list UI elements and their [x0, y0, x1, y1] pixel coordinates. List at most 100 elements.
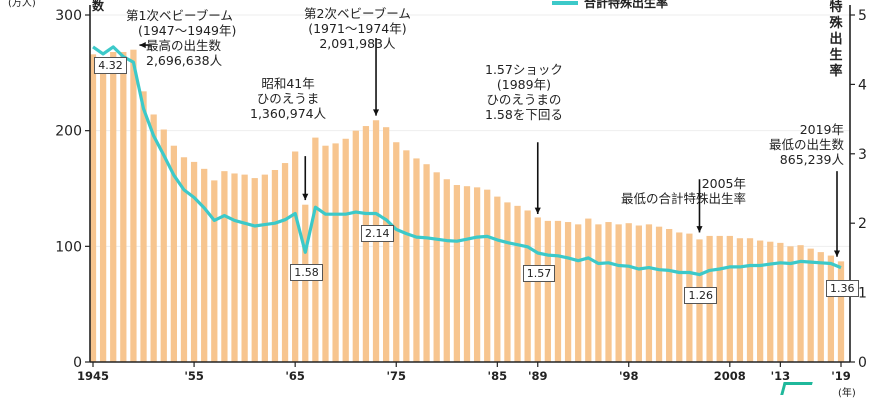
bar — [251, 178, 258, 362]
bar — [524, 210, 531, 362]
x-tick-label: '85 — [488, 369, 508, 383]
right-axis-title-char: 殊 — [829, 16, 843, 31]
bar — [736, 238, 744, 362]
arrow-head — [696, 226, 703, 233]
bar — [605, 222, 612, 362]
bar — [767, 241, 774, 362]
bar — [362, 126, 370, 362]
x-tick-label: '75 — [386, 369, 406, 383]
bar — [625, 223, 632, 362]
bar — [544, 220, 551, 362]
ann-line: 1,360,974人 — [250, 106, 327, 121]
bar — [676, 232, 683, 362]
bar — [726, 235, 733, 362]
ann-line: 2,696,638人 — [146, 53, 223, 68]
bar — [231, 173, 238, 362]
ann-line: 2019年 — [799, 122, 844, 137]
right-tick-label: 4 — [858, 77, 867, 93]
bar — [837, 261, 845, 362]
x-tick-label: '98 — [619, 369, 639, 383]
bar — [514, 205, 521, 362]
annotation-2019: 2019年 最低の出生数 865,239人 — [750, 122, 844, 167]
bar — [261, 174, 268, 362]
x-tick-label: '19 — [831, 369, 851, 383]
bar — [302, 204, 309, 362]
bar — [140, 91, 147, 362]
bar — [595, 224, 602, 362]
arrow-head — [302, 193, 309, 201]
bar — [504, 202, 511, 362]
annotation-2005: 2005年 最低の合計特殊出生率 — [596, 176, 746, 206]
bar — [99, 58, 107, 362]
ann-line: 最低の出生数 — [768, 137, 844, 152]
ann-line: 昭和41年 — [261, 76, 315, 91]
ann-line: 2005年 — [701, 176, 746, 191]
bar — [645, 224, 653, 362]
arrow-head — [139, 42, 146, 49]
arrow-head — [833, 250, 841, 257]
annotation-hinoeuma: 昭和41年 ひのえうま 1,360,974人 — [250, 76, 326, 121]
legend-label: 合計特殊出生率 — [584, 0, 669, 10]
right-axis-title-char: 率 — [829, 64, 843, 79]
bar — [554, 220, 562, 362]
ann-line: (1947〜1949年) — [138, 23, 237, 38]
bar — [332, 143, 339, 362]
year-suffix: (年) — [838, 388, 856, 399]
bar — [575, 224, 582, 362]
left-tick-label: 0 — [73, 355, 82, 371]
bar — [635, 225, 642, 362]
right-axis-title-char: 生 — [829, 48, 843, 63]
left-axis-unit: (万人) — [8, 0, 36, 9]
right-tick-label: 0 — [858, 355, 867, 371]
bar — [473, 187, 481, 362]
bar — [615, 224, 622, 362]
right-tick-label: 1 — [858, 286, 867, 302]
bar — [221, 171, 228, 362]
bar — [130, 49, 137, 362]
right-axis-title: 特 殊 出 生 率 — [828, 0, 844, 80]
left-tick-label: 100 — [55, 239, 82, 255]
tick-labels: 0 100 200 300 0 1 2 3 4 5 1945 '55 '65 '75 '85 '89 '98 20… — [55, 8, 867, 383]
bar — [322, 145, 329, 362]
ann-line: 第1次ベビーブーム — [126, 8, 233, 23]
bar — [655, 226, 663, 362]
bar — [110, 52, 117, 362]
bar — [403, 150, 410, 362]
bar — [160, 129, 167, 362]
bar — [120, 52, 127, 362]
bar — [564, 222, 572, 362]
right-tick-label: 2 — [858, 216, 867, 232]
x-tick-label: 1945 — [77, 369, 109, 383]
ann-line: 1.57ショック — [485, 62, 563, 77]
bar — [777, 242, 784, 362]
bar — [190, 161, 198, 362]
bar — [352, 130, 359, 362]
bar — [292, 151, 299, 362]
right-tick-label: 3 — [858, 147, 867, 163]
bar — [423, 164, 430, 362]
rate-label: 1.57 — [522, 265, 556, 283]
rate-label: 1.58 — [290, 264, 323, 282]
ann-line: 最高の出生数 — [146, 38, 222, 53]
right-axis-title-char: 出 — [829, 32, 843, 47]
right-tick-label: 5 — [858, 8, 867, 24]
ann-line: 2,091,983人 — [319, 36, 396, 51]
left-tick-label: 200 — [55, 124, 82, 140]
bar — [180, 157, 188, 362]
ann-line: (1971〜1974年) — [308, 21, 407, 36]
fertility-rate-line — [92, 45, 842, 277]
bar — [393, 142, 400, 362]
arrow-head — [534, 207, 541, 214]
bar — [453, 185, 461, 362]
ann-line: ひのえうまの — [486, 92, 562, 107]
bar — [807, 248, 814, 362]
bar — [443, 179, 450, 362]
x-tick-label: '65 — [285, 369, 305, 383]
arrow-head — [372, 109, 380, 116]
bar — [494, 196, 501, 362]
ann-line: ひのえうま — [256, 91, 320, 106]
bar — [150, 114, 157, 363]
bar — [484, 189, 491, 362]
bar — [585, 218, 592, 362]
ann-line: 第2次ベビーブーム — [304, 6, 411, 21]
